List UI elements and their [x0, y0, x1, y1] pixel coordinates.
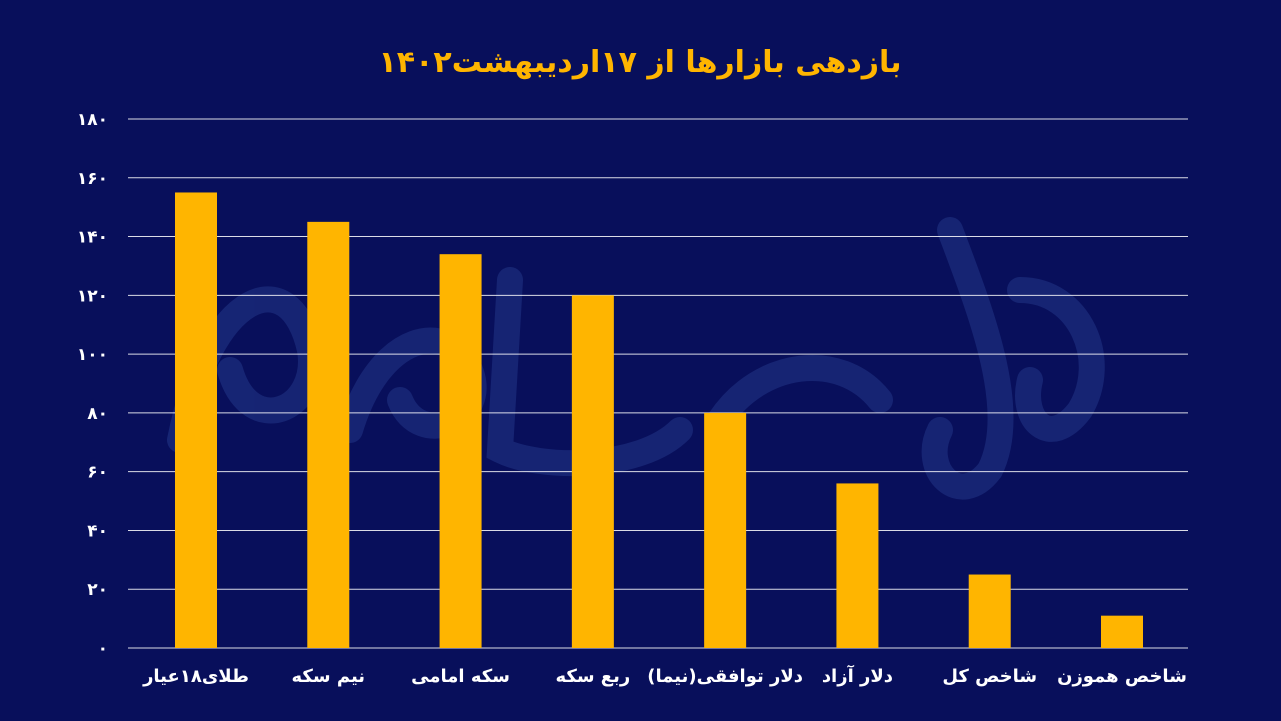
bar [968, 574, 1011, 648]
x-category-label: نیم سکه [291, 666, 365, 687]
y-tick-label: ۰ [98, 639, 108, 659]
y-tick-label: ۶۰ [87, 463, 108, 483]
y-tick-label: ۸۰ [87, 404, 108, 424]
x-category-label: دلار توافقی(نیما) [647, 666, 803, 687]
x-axis-category-labels: طلای۱۸عیار نیم سکه سکه امامی ربع سکه دلار تو… [142, 664, 1187, 687]
bar [704, 412, 747, 648]
x-category-label: دلار آزاد [822, 664, 893, 687]
y-tick-label: ۱۲۰ [77, 286, 108, 306]
chart-title: بازدهی بازارها از ۱۷اردیبهشت۱۴۰۲ [378, 45, 901, 80]
x-category-label: ربع سکه [555, 666, 630, 687]
y-tick-label: ۲۰ [87, 580, 108, 600]
bar [571, 295, 614, 648]
grid-lines [128, 118, 1188, 649]
y-tick-label: ۱۰۰ [77, 345, 108, 365]
x-category-label: طلای۱۸عیار [142, 666, 249, 687]
x-category-label: شاخص هموزن [1057, 666, 1187, 687]
y-tick-label: ۱۴۰ [77, 228, 108, 248]
y-tick-label: ۴۰ [87, 521, 108, 541]
y-tick-label: ۱۸۰ [77, 110, 108, 130]
bars [175, 192, 1143, 648]
bar [307, 221, 350, 648]
x-category-label: سکه امامی [411, 666, 510, 687]
bar [175, 192, 217, 648]
y-tick-label: ۱۶۰ [77, 169, 108, 189]
bar [439, 254, 482, 648]
bar [836, 483, 879, 648]
x-category-label: شاخص کل [942, 666, 1037, 687]
y-axis-tick-labels: ۰ ۲۰ ۴۰ ۶۰ ۸۰ ۱۰۰ ۱۲۰ ۱۴۰ ۱۶۰ ۱۸۰ [77, 110, 108, 659]
bar [1101, 615, 1143, 648]
